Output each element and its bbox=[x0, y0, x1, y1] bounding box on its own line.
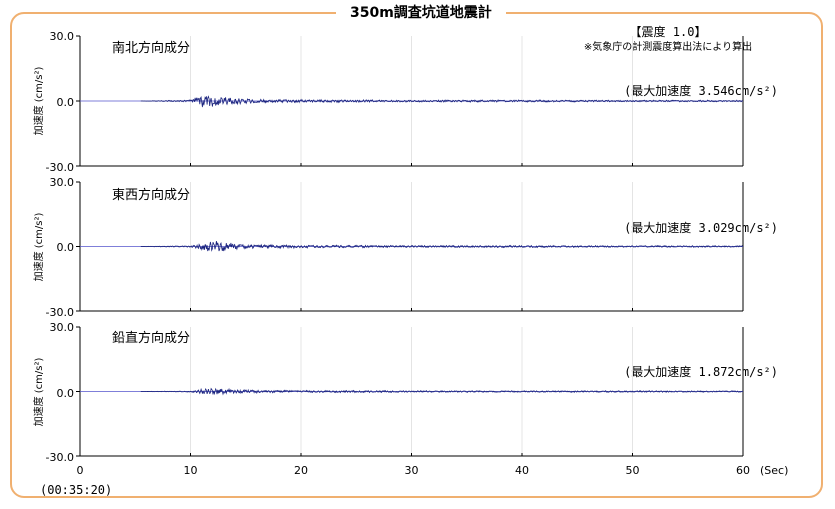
x-axis: (Sec) 0 10 20 30 40 50 60 bbox=[77, 464, 789, 477]
panel-ns: 南北方向成分 (最大加速度 3.546cm/s²) 加速度 (cm/s²) 30… bbox=[32, 30, 778, 174]
panel-ew: 東西方向成分 (最大加速度 3.029cm/s²) 加速度 (cm/s²) 30… bbox=[32, 176, 778, 319]
peak-label-ew: (最大加速度 3.029cm/s²) bbox=[624, 220, 778, 235]
ytick-ud-zero: 0.0 bbox=[57, 387, 75, 400]
ytick-ud-bottom: -30.0 bbox=[46, 451, 74, 464]
timestamp: (00:35:20) bbox=[40, 483, 112, 497]
panel-title-ud: 鉛直方向成分 bbox=[112, 330, 190, 346]
waveform-ew bbox=[140, 241, 744, 252]
ytick-ew-zero: 0.0 bbox=[57, 241, 75, 254]
panel-title-ew: 東西方向成分 bbox=[112, 187, 190, 203]
ylabel-ns: 加速度 (cm/s²) bbox=[32, 66, 45, 135]
xtick-label-3: 30 bbox=[405, 464, 419, 477]
peak-label-ud: (最大加速度 1.872cm/s²) bbox=[624, 364, 778, 379]
xtick-label-1: 10 bbox=[184, 464, 198, 477]
intensity-note: ※気象庁の計測震度算出法により算出 bbox=[584, 40, 752, 53]
chart-title: 350m調査坑道地震計 bbox=[336, 4, 506, 22]
waveform-ns bbox=[140, 95, 743, 108]
xtick-label-5: 50 bbox=[626, 464, 640, 477]
ytick-ns-bottom: -30.0 bbox=[46, 161, 74, 174]
peak-label-ns: (最大加速度 3.546cm/s²) bbox=[624, 83, 778, 98]
ytick-ud-top: 30.0 bbox=[50, 321, 75, 334]
waveform-ud bbox=[140, 387, 743, 396]
intensity-label: 【震度 1.0】 bbox=[630, 24, 707, 39]
panel-plot-ns bbox=[76, 35, 744, 167]
ytick-ew-top: 30.0 bbox=[50, 176, 75, 189]
panel-title-ns: 南北方向成分 bbox=[112, 40, 190, 56]
xtick-label-2: 20 bbox=[294, 464, 308, 477]
panel-ud: 鉛直方向成分 (最大加速度 1.872cm/s²) 加速度 (cm/s²) 30… bbox=[32, 321, 778, 464]
ylabel-ud: 加速度 (cm/s²) bbox=[32, 357, 45, 426]
ylabel-ew: 加速度 (cm/s²) bbox=[32, 212, 45, 281]
ytick-ns-top: 30.0 bbox=[50, 30, 75, 43]
x-unit-label: (Sec) bbox=[760, 464, 788, 477]
xtick-label-0: 0 bbox=[77, 464, 84, 477]
panel-plot-ud bbox=[76, 326, 744, 457]
xtick-label-6: 60 bbox=[736, 464, 750, 477]
ytick-ns-zero: 0.0 bbox=[57, 96, 75, 109]
ytick-ew-bottom: -30.0 bbox=[46, 306, 74, 319]
panel-plot-ew bbox=[76, 181, 744, 312]
xtick-label-4: 40 bbox=[515, 464, 529, 477]
